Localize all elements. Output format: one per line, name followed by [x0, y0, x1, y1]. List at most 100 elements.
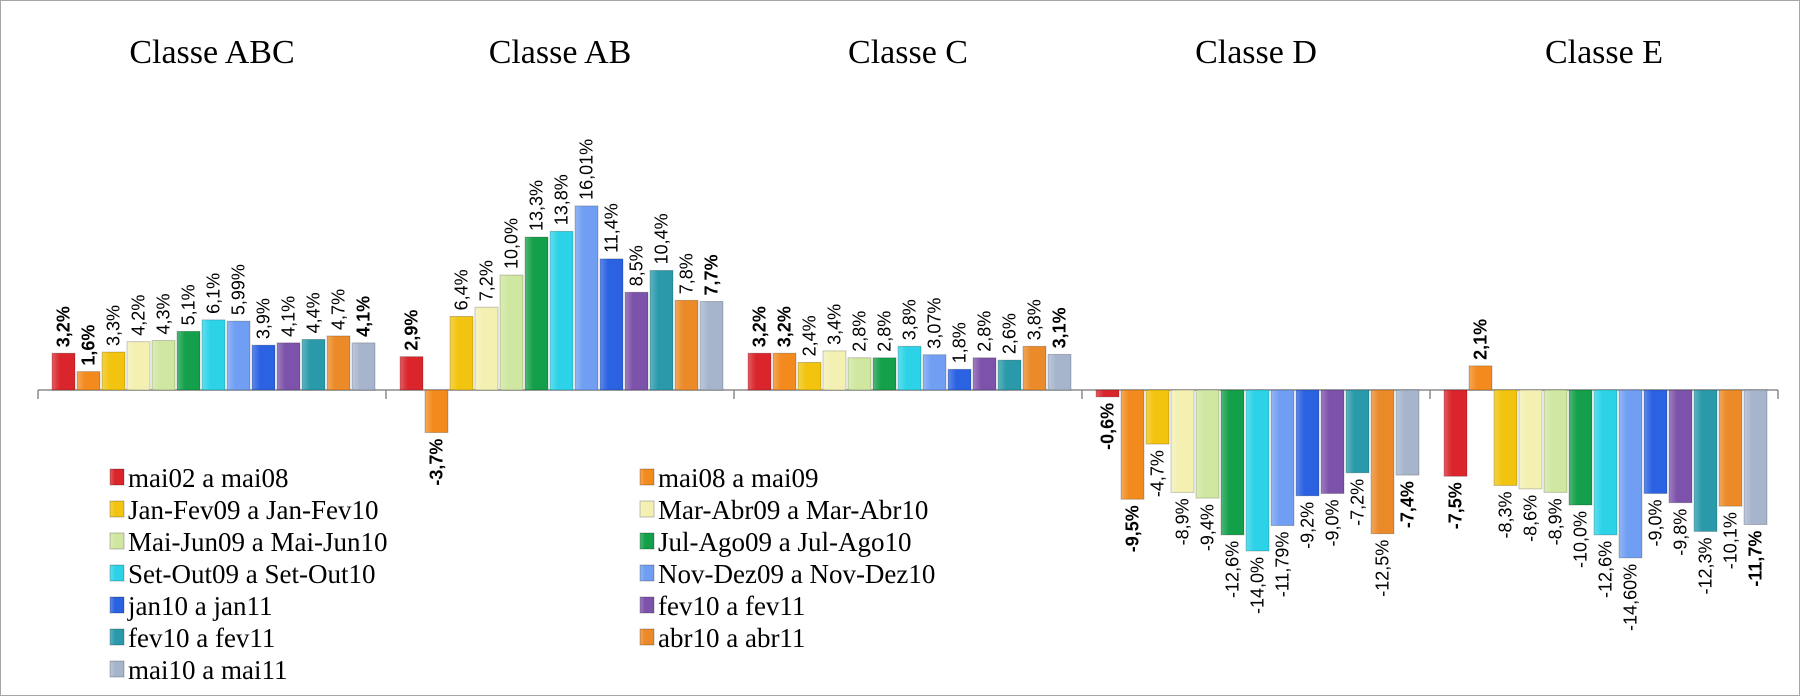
group-title-classe-e: Classe E	[1545, 34, 1663, 71]
bar-classe-c-series-12	[1022, 345, 1047, 391]
bar-classe-e-series-7	[1593, 389, 1618, 536]
bar-classe-e-series-1	[1443, 389, 1468, 477]
bar-classe-c-series-5	[847, 357, 872, 391]
bar-classe-ab-series-10	[624, 291, 649, 391]
bar-classe-e-series-11	[1693, 389, 1718, 532]
value-label-classe-e-series-3: -8,3%	[1496, 491, 1516, 538]
value-label-classe-e-series-13: -11,7%	[1746, 531, 1766, 587]
value-label-classe-c-series-4: 3,4%	[825, 304, 845, 345]
value-label-classe-ab-series-5: 10,0%	[502, 218, 522, 269]
bar-classe-c-series-4	[822, 350, 847, 391]
value-label-classe-d-series-6: -12,6%	[1223, 541, 1243, 598]
legend-label-6: Jul-Ago09 a Jul-Ago10	[658, 527, 911, 557]
value-label-classe-abc-series-2: 1,6%	[79, 325, 99, 366]
value-label-classe-ab-series-9: 11,4%	[602, 203, 622, 253]
value-label-classe-abc-series-5: 4,3%	[154, 294, 174, 335]
value-label-classe-ab-series-8: 16,01%	[577, 139, 597, 200]
value-label-classe-ab-series-1: 2,9%	[402, 310, 422, 351]
group-title-classe-c: Classe C	[848, 34, 968, 71]
legend-swatch-13	[109, 660, 125, 678]
value-label-classe-ab-series-2: -3,7%	[427, 439, 447, 486]
value-label-classe-c-series-2: 3,2%	[775, 306, 795, 347]
bar-classe-abc-series-11	[301, 338, 326, 391]
bar-classe-e-series-13	[1743, 389, 1768, 525]
value-label-classe-abc-series-7: 6,1%	[204, 273, 224, 314]
bar-classe-ab-series-2	[424, 389, 449, 433]
bar-classe-c-series-9	[947, 368, 972, 391]
legend-label-11: fev10 a fev11	[128, 623, 275, 653]
bar-classe-ab-series-11	[649, 269, 674, 391]
value-label-classe-d-series-12: -12,5%	[1373, 540, 1393, 597]
value-label-classe-d-series-7: -14,0%	[1248, 557, 1268, 614]
bar-classe-abc-series-2	[76, 371, 101, 391]
bar-classe-d-series-2	[1120, 389, 1145, 500]
bar-classe-ab-series-9	[599, 258, 624, 391]
value-label-classe-abc-series-3: 3,3%	[104, 305, 124, 346]
bar-classe-d-series-5	[1195, 389, 1220, 499]
bar-classe-abc-series-13	[351, 342, 376, 391]
value-label-classe-abc-series-11: 4,4%	[304, 292, 324, 333]
value-label-classe-ab-series-3: 6,4%	[452, 269, 472, 310]
value-label-classe-d-series-3: -4,7%	[1148, 450, 1168, 497]
legend-label-12: abr10 a abr11	[658, 623, 805, 653]
legend-swatch-1	[109, 468, 125, 486]
group-titles: Classe ABC Classe AB Classe C Classe D Class…	[129, 34, 1663, 71]
bar-classe-d-series-10	[1320, 389, 1345, 494]
bar-classe-e-series-6	[1568, 389, 1593, 506]
value-label-classe-e-series-8: -14,60%	[1621, 564, 1641, 631]
value-label-classe-c-series-6: 2,8%	[875, 311, 895, 352]
bar-classe-e-series-12	[1718, 389, 1743, 507]
value-label-classe-abc-series-13: 4,1%	[354, 296, 374, 337]
bar-classe-e-series-2	[1468, 365, 1493, 391]
legend-swatch-3	[109, 500, 125, 518]
value-label-classe-e-series-10: -9,8%	[1671, 509, 1691, 556]
legend-label-1: mai02 a mai08	[128, 463, 288, 493]
group-title-classe-d: Classe D	[1195, 34, 1317, 71]
value-label-classe-abc-series-4: 4,2%	[129, 295, 149, 336]
value-label-classe-abc-series-6: 5,1%	[179, 284, 199, 325]
legend-swatch-5	[109, 532, 125, 550]
bar-classe-d-series-8	[1270, 389, 1295, 526]
value-label-classe-c-series-8: 3,07%	[925, 298, 945, 349]
bar-classe-ab-series-1	[399, 356, 424, 391]
legend-label-9: jan10 a jan11	[127, 591, 272, 621]
bar-classe-d-series-12	[1370, 389, 1395, 535]
value-label-classe-ab-series-6: 13,3%	[527, 180, 547, 231]
legend-swatch-11	[109, 628, 125, 646]
legend-swatch-6	[639, 532, 655, 550]
bar-classe-d-series-1	[1095, 389, 1120, 398]
value-label-classe-ab-series-7: 13,8%	[552, 174, 572, 225]
bar-classe-abc-series-4	[126, 341, 151, 391]
bar-classe-abc-series-10	[276, 342, 301, 391]
bar-classe-c-series-1	[747, 352, 772, 391]
legend-label-5: Mai-Jun09 a Mai-Jun10	[128, 527, 387, 557]
value-label-classe-e-series-9: -9,0%	[1646, 500, 1666, 547]
legend-label-7: Set-Out09 a Set-Out10	[128, 559, 375, 589]
value-label-classe-c-series-12: 3,8%	[1025, 299, 1045, 340]
bar-classe-c-series-2	[772, 352, 797, 391]
value-label-classe-c-series-10: 2,8%	[975, 311, 995, 352]
bar-classe-ab-series-8	[574, 205, 599, 391]
bar-classe-abc-series-8	[226, 320, 251, 391]
value-label-classe-abc-series-10: 4,1%	[279, 296, 299, 337]
group-title-classe-ab: Classe AB	[489, 34, 632, 71]
bar-classe-ab-series-7	[549, 230, 574, 391]
bar-classe-abc-series-9	[251, 344, 276, 391]
bars	[51, 205, 1768, 559]
bar-classe-d-series-11	[1345, 389, 1370, 474]
value-label-classe-d-series-5: -9,4%	[1198, 504, 1218, 551]
bar-classe-d-series-9	[1295, 389, 1320, 497]
value-label-classe-c-series-9: 1,8%	[950, 322, 970, 363]
bar-classe-d-series-4	[1170, 389, 1195, 493]
value-label-classe-e-series-6: -10,0%	[1571, 511, 1591, 568]
bar-classe-e-series-8	[1618, 389, 1643, 559]
bar-classe-c-series-6	[872, 357, 897, 391]
value-label-classe-ab-series-4: 7,2%	[477, 260, 497, 301]
bar-classe-d-series-7	[1245, 389, 1270, 552]
value-label-classe-c-series-13: 3,1%	[1050, 307, 1070, 348]
value-labels: 3,2% 1,6% 3,3% 4,2% 4,3% 5,1% 6,1% 5,99%3,9% 4,1…	[54, 139, 1766, 631]
bar-classe-c-series-11	[997, 359, 1022, 391]
bar-classe-e-series-9	[1643, 389, 1668, 494]
